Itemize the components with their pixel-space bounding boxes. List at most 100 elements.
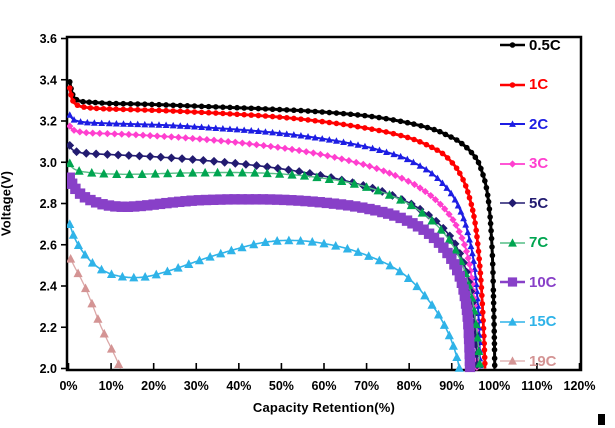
legend-marker-icon bbox=[500, 277, 525, 287]
series-marker bbox=[436, 225, 446, 234]
series-marker bbox=[247, 126, 255, 134]
series-marker bbox=[314, 197, 325, 208]
series-marker bbox=[184, 103, 191, 109]
series-marker bbox=[103, 130, 112, 138]
series-marker bbox=[191, 123, 198, 130]
series-marker bbox=[489, 261, 496, 267]
series-marker bbox=[155, 121, 163, 128]
series-marker bbox=[238, 139, 246, 147]
series-marker bbox=[293, 195, 304, 206]
series-marker bbox=[262, 168, 272, 178]
series-marker bbox=[471, 213, 477, 220]
series-marker bbox=[260, 237, 271, 247]
series-marker bbox=[508, 316, 517, 326]
series-marker bbox=[113, 150, 123, 160]
series-marker bbox=[68, 230, 78, 239]
series-marker bbox=[116, 201, 127, 212]
series-marker bbox=[338, 155, 346, 163]
x-axis-title: Capacity Retention(%) bbox=[252, 400, 396, 415]
series-marker bbox=[449, 160, 456, 166]
series-marker bbox=[198, 155, 208, 165]
series-marker bbox=[331, 240, 341, 250]
series-marker bbox=[508, 237, 517, 247]
series-marker bbox=[191, 109, 198, 115]
series-marker bbox=[254, 127, 262, 135]
series-marker bbox=[156, 101, 162, 108]
series-marker bbox=[369, 113, 375, 120]
series-marker bbox=[340, 138, 347, 146]
screenshot-artifact-mark bbox=[598, 414, 605, 425]
series-15C bbox=[67, 219, 464, 372]
series-marker bbox=[141, 101, 148, 108]
series-marker bbox=[491, 340, 498, 347]
series-marker bbox=[100, 105, 107, 112]
series-marker bbox=[362, 112, 368, 119]
series-marker bbox=[120, 100, 127, 107]
series-marker bbox=[198, 109, 205, 116]
series-marker bbox=[466, 194, 473, 201]
series-marker bbox=[234, 104, 240, 111]
series-marker bbox=[468, 149, 475, 156]
series-marker bbox=[205, 251, 215, 261]
series-marker bbox=[472, 220, 478, 226]
series-marker bbox=[342, 200, 354, 211]
series-marker bbox=[262, 106, 269, 112]
series-marker bbox=[79, 192, 91, 203]
series-marker bbox=[452, 221, 460, 229]
series-marker bbox=[481, 333, 487, 339]
series-marker bbox=[456, 170, 463, 177]
series-marker bbox=[67, 253, 76, 263]
series-marker bbox=[297, 132, 305, 139]
series-marker bbox=[275, 169, 285, 178]
series-marker bbox=[154, 198, 166, 210]
series-marker bbox=[117, 271, 127, 281]
series-marker bbox=[458, 234, 466, 242]
series-marker bbox=[83, 118, 91, 126]
series-marker bbox=[460, 241, 469, 249]
series-marker bbox=[103, 150, 112, 159]
series-marker bbox=[319, 118, 326, 125]
series-marker bbox=[443, 184, 451, 191]
series-marker bbox=[80, 98, 86, 105]
series-marker bbox=[156, 152, 166, 162]
series-marker bbox=[397, 152, 405, 160]
series-marker bbox=[99, 100, 105, 106]
series-marker bbox=[385, 169, 394, 177]
series-marker bbox=[361, 142, 369, 150]
x-tick-label: 70% bbox=[354, 379, 379, 393]
x-tick-label: 80% bbox=[397, 379, 422, 393]
series-marker bbox=[205, 124, 213, 131]
series-marker bbox=[241, 105, 247, 111]
series-marker bbox=[485, 198, 492, 205]
series-marker bbox=[487, 214, 493, 220]
series-marker bbox=[307, 236, 317, 246]
series-marker bbox=[85, 194, 96, 206]
series-marker bbox=[189, 134, 197, 143]
series-marker bbox=[87, 298, 97, 308]
series-marker bbox=[433, 309, 444, 319]
series-marker bbox=[163, 102, 169, 108]
series-marker bbox=[156, 107, 162, 114]
series-marker bbox=[357, 202, 368, 213]
series-marker bbox=[67, 140, 75, 150]
series-marker bbox=[403, 273, 414, 283]
series-marker bbox=[220, 104, 226, 110]
series-marker bbox=[269, 128, 276, 136]
series-1C bbox=[67, 85, 488, 369]
series-marker bbox=[70, 126, 78, 134]
legend-item-10C: 10C bbox=[499, 273, 557, 291]
series-marker bbox=[463, 327, 475, 339]
series-marker bbox=[464, 348, 475, 360]
series-marker bbox=[184, 108, 191, 115]
series-marker bbox=[127, 120, 135, 127]
series-marker bbox=[240, 126, 248, 133]
series-marker bbox=[486, 206, 493, 212]
series-marker bbox=[421, 187, 429, 196]
legend-marker-icon bbox=[500, 356, 525, 365]
series-marker bbox=[396, 194, 406, 204]
y-tick-label: 2.8 bbox=[40, 197, 57, 211]
series-marker bbox=[227, 104, 233, 111]
series-3C bbox=[67, 122, 481, 371]
series-marker bbox=[349, 179, 359, 188]
